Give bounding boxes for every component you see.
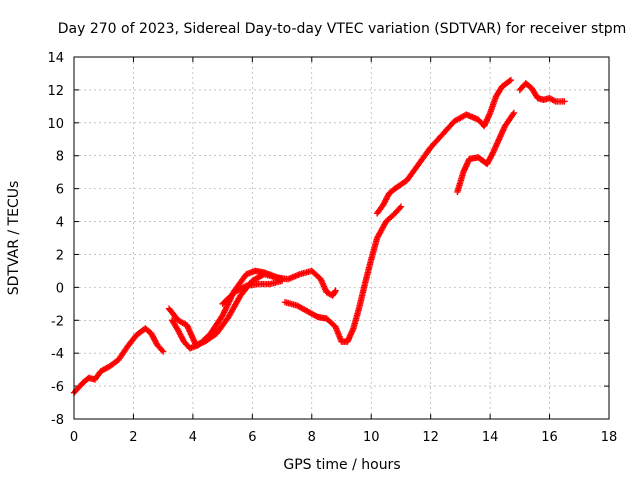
x-tick-label: 0 (70, 430, 78, 445)
x-tick-label: 10 (363, 430, 380, 445)
data-point-fill (396, 204, 403, 212)
series-arc-7 (454, 109, 518, 196)
x-tick-label: 14 (482, 430, 499, 445)
data-point (278, 277, 286, 284)
y-tick-label: -8 (51, 413, 64, 428)
series-arc-3 (168, 267, 286, 352)
x-tick-label: 16 (541, 430, 558, 445)
grid-lines (74, 57, 609, 419)
x-tick-label: 18 (601, 430, 618, 445)
y-tick-label: -4 (51, 347, 64, 362)
y-tick-label: 0 (56, 281, 64, 296)
y-axis-label: SDTVAR / TECUs (6, 181, 22, 296)
data-point-fill (158, 347, 166, 354)
y-tick-label: 10 (47, 117, 64, 132)
data-point (507, 76, 515, 84)
x-tick-label: 8 (308, 430, 316, 445)
data-point (397, 203, 405, 210)
y-tick-label: 12 (47, 84, 64, 99)
data-point-fill (506, 77, 513, 85)
chart-title: Day 270 of 2023, Sidereal Day-to-day VTE… (58, 21, 627, 37)
data-point (332, 287, 339, 294)
y-tick-label: 14 (47, 51, 64, 66)
plot-frame (73, 56, 610, 420)
x-tick-label: 12 (422, 430, 439, 445)
y-tick-label: -2 (51, 314, 64, 329)
x-tick-label: 2 (129, 430, 137, 445)
x-tick-labels: 0 2 4 6 8 10 12 14 16 18 (70, 430, 617, 445)
y-tick-label: 8 (56, 150, 64, 165)
data-point-fill (331, 288, 339, 296)
series-arc-8 (516, 80, 568, 105)
data-series (70, 76, 568, 396)
y-tick-label: 6 (56, 183, 64, 198)
y-tick-labels: -8 -6 -4 -2 0 2 4 6 8 10 12 14 (47, 51, 64, 428)
series-arc-6 (373, 76, 515, 217)
series-arc-4 (219, 277, 286, 308)
data-point (510, 109, 518, 117)
series-arc-1 (70, 325, 167, 396)
y-tick-label: 2 (56, 248, 64, 263)
x-tick-label: 4 (189, 430, 197, 445)
x-axis-label: GPS time / hours (283, 457, 400, 473)
series-arc-5 (281, 203, 405, 345)
y-tick-label: 4 (56, 216, 64, 231)
axis-ticks (73, 56, 610, 420)
y-tick-label: -6 (51, 380, 64, 395)
x-tick-label: 6 (248, 430, 256, 445)
data-point (561, 98, 568, 105)
data-point (159, 348, 167, 355)
